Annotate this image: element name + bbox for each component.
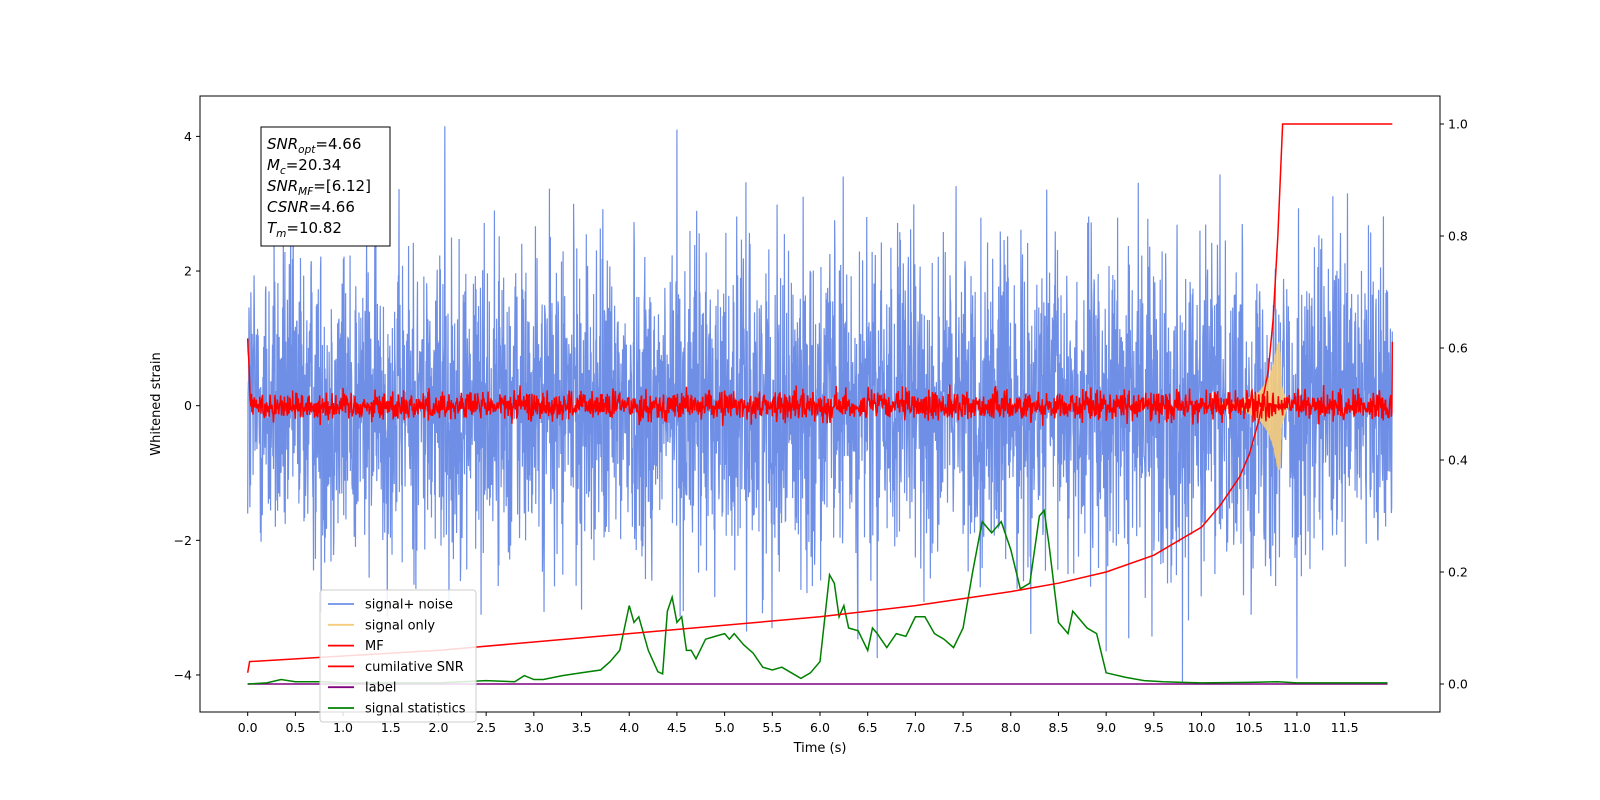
y-right-tick-label: 0.6	[1448, 341, 1468, 356]
annotation-symbol: CSNR	[267, 198, 309, 216]
legend-item: signal only	[328, 618, 435, 633]
annotation-line: Mc=20.34	[267, 156, 341, 177]
x-tick-label: 3.0	[524, 720, 544, 735]
x-tick-label: 4.0	[619, 720, 639, 735]
legend-label: signal statistics	[365, 702, 466, 717]
legend-item: signal statistics	[328, 702, 466, 717]
x-tick-label: 7.5	[953, 720, 973, 735]
annotation-symbol: M	[267, 156, 280, 174]
x-tick-label: 6.0	[810, 720, 830, 735]
annotation-line: SNRopt=4.66	[267, 135, 361, 156]
x-tick-label: 0.0	[238, 720, 258, 735]
annotation-symbol: SNR	[267, 177, 298, 195]
legend-item: signal+ noise	[328, 598, 453, 613]
annotation-value: =[6.12]	[313, 177, 371, 195]
annotation-symbol: T	[267, 219, 278, 237]
annotation-box: SNRopt=4.66Mc=20.34SNRMF=[6.12]CSNR=4.66…	[260, 126, 391, 247]
annotation-subscript: c	[280, 165, 286, 177]
y-tick-label: 2	[184, 264, 192, 279]
legend-label: signal+ noise	[365, 598, 453, 613]
x-tick-label: 9.5	[1144, 720, 1164, 735]
x-tick-label: 10.5	[1235, 720, 1263, 735]
y-tick-label: −4	[174, 667, 192, 682]
legend-item: MF	[328, 639, 384, 654]
annotation-frame	[260, 126, 391, 247]
x-axis-label: Time (s)	[793, 741, 847, 756]
series-mf	[246, 338, 1394, 426]
x-tick-label: 6.5	[858, 720, 878, 735]
y-right-tick-label: 0.4	[1448, 453, 1468, 468]
y-tick-label: 0	[184, 398, 192, 413]
x-tick-label: 8.0	[1001, 720, 1021, 735]
y-tick-label: −2	[174, 533, 192, 548]
x-tick-label: 9.0	[1096, 720, 1116, 735]
series-signal-plus-noise	[247, 126, 1393, 682]
x-tick-label: 1.5	[381, 720, 401, 735]
legend: signal+ noise signal only MF cumilative SNR…	[319, 589, 477, 723]
y-right-tick-label: 0.8	[1448, 229, 1468, 244]
x-tick-label: 0.5	[285, 720, 305, 735]
annotation-symbol: SNR	[267, 135, 298, 153]
series-cumulative-snr	[246, 123, 1393, 673]
x-tick-label: 1.0	[333, 720, 353, 735]
annotation-value: =20.34	[286, 156, 342, 174]
annotation-subscript: opt	[298, 144, 316, 156]
x-tick-label: 10.0	[1188, 720, 1216, 735]
x-tick-label: 7.0	[905, 720, 925, 735]
legend-label: cumilative SNR	[365, 660, 464, 675]
legend-frame	[319, 589, 477, 723]
annotation-line: Tm=10.82	[267, 219, 342, 240]
x-tick-label: 11.0	[1283, 720, 1311, 735]
legend-label: label	[365, 681, 396, 696]
y-right-tick-label: 1.0	[1448, 117, 1468, 132]
x-tick-label: 5.0	[715, 720, 735, 735]
annotation-line: SNRMF=[6.12]	[267, 177, 371, 198]
x-tick-label: 11.5	[1331, 720, 1359, 735]
annotation-value: =10.82	[286, 219, 342, 237]
annotation-subscript: MF	[298, 186, 314, 198]
annotation-value: =4.66	[315, 135, 361, 153]
y-axis-label: Whitened strain	[149, 352, 164, 455]
annotation-subscript: m	[276, 228, 286, 240]
x-tick-label: 2.5	[476, 720, 496, 735]
series-signal-statistics	[247, 508, 1388, 685]
annotation-value: =4.66	[309, 198, 355, 216]
x-tick-label: 2.0	[429, 720, 449, 735]
legend-item: cumilative SNR	[328, 660, 464, 675]
x-tick-label: 5.5	[762, 720, 782, 735]
legend-label: signal only	[365, 618, 435, 633]
y-tick-label: 4	[184, 129, 192, 144]
legend-label: MF	[365, 639, 384, 654]
x-tick-label: 3.5	[572, 720, 592, 735]
annotation-line: CSNR=4.66	[267, 198, 355, 216]
x-tick-label: 8.5	[1049, 720, 1069, 735]
y-right-tick-label: 0.0	[1448, 677, 1468, 692]
x-tick-label: 4.5	[667, 720, 687, 735]
y-right-tick-label: 0.2	[1448, 565, 1468, 580]
legend-item: label	[328, 681, 396, 696]
